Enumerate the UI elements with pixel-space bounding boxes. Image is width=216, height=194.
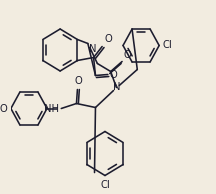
Text: Cl: Cl xyxy=(163,41,173,50)
Text: O: O xyxy=(75,75,82,86)
Text: O: O xyxy=(110,69,118,80)
Text: O: O xyxy=(104,35,112,44)
Text: Cl: Cl xyxy=(100,179,110,190)
Text: N: N xyxy=(89,44,96,55)
Text: N: N xyxy=(113,82,120,93)
Text: O: O xyxy=(0,104,7,113)
Text: NH: NH xyxy=(44,104,59,113)
Text: O: O xyxy=(124,49,132,60)
